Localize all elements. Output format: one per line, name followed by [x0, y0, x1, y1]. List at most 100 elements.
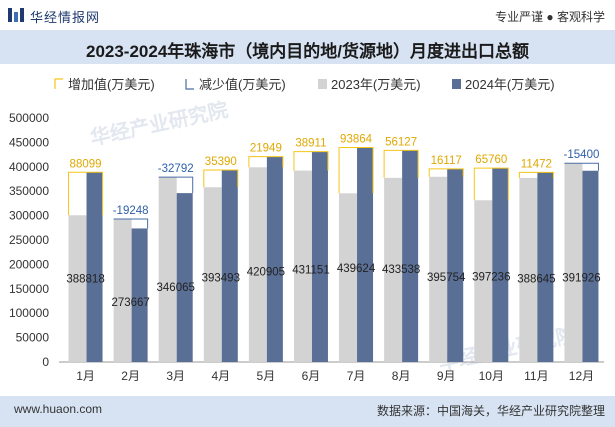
value-label-2024: 397236 [472, 272, 510, 284]
value-label-2024: 433538 [382, 264, 420, 276]
y-tick-label: 300000 [9, 209, 49, 223]
bar-2023 [68, 215, 87, 362]
y-tick-label: 150000 [9, 282, 49, 296]
bar-2023 [474, 200, 493, 362]
bar-2024 [86, 172, 103, 362]
increase-marker [68, 171, 104, 216]
value-label-2024: 388645 [517, 273, 555, 285]
bar-2024 [266, 156, 283, 362]
change-label: 11472 [521, 158, 552, 170]
bar-2024 [176, 193, 193, 362]
legend-label: 2023年(万美元) [331, 77, 421, 92]
y-tick-label: 450000 [9, 135, 49, 149]
bar-2024 [447, 168, 464, 362]
y-tick-label: 200000 [9, 257, 49, 271]
change-label: 21949 [250, 143, 282, 155]
x-tick-label: 6月 [302, 369, 321, 383]
value-label-2024: 391926 [562, 273, 600, 285]
y-tick-label: 100000 [9, 306, 49, 320]
y-tick-label: 400000 [9, 160, 49, 174]
increase-marker [203, 169, 239, 188]
y-tick-label: 250000 [9, 233, 49, 247]
bar-2024 [582, 170, 599, 362]
bar-2023 [339, 193, 358, 362]
change-label: 93864 [340, 133, 373, 145]
legend-label: 减少值(万美元) [199, 77, 286, 92]
value-label-2024: 388818 [66, 273, 104, 285]
decrease-marker [564, 162, 599, 171]
y-tick-label: 0 [42, 355, 49, 369]
y-tick-label: 500000 [9, 111, 49, 125]
value-label-2024: 393493 [202, 272, 240, 284]
change-label: 16117 [431, 155, 462, 167]
title-bar [0, 30, 615, 64]
increase-marker [338, 146, 374, 194]
x-tick-label: 11月 [524, 369, 548, 383]
footer-url[interactable]: www.huaon.com [14, 402, 103, 416]
x-tick-label: 12月 [569, 369, 594, 383]
legend-label: 增加值(万美元) [68, 77, 155, 92]
bar-2023 [293, 170, 312, 362]
footer-bar [0, 396, 615, 427]
legend-label: 2024年(万美元) [465, 77, 555, 92]
increase-marker [518, 171, 554, 178]
change-label: 65760 [475, 154, 507, 166]
x-tick-label: 4月 [211, 369, 230, 383]
value-label-2024: 420905 [247, 267, 285, 279]
increase-marker [383, 149, 419, 178]
change-label: 38911 [295, 138, 326, 150]
bar-2023 [158, 177, 177, 362]
chart-title: 2023-2024年珠海市（境内目的地/货源地）月度进出口总额 [85, 42, 530, 61]
x-tick-label: 3月 [166, 369, 185, 383]
bar-2023 [564, 163, 583, 362]
bar-2024 [311, 151, 328, 362]
bar-2024 [492, 168, 509, 362]
legend-increase-marker [54, 78, 63, 89]
bar-2023 [203, 187, 222, 362]
increase-marker [473, 167, 509, 201]
change-label: -32792 [158, 163, 194, 175]
change-label: -15400 [564, 149, 600, 161]
value-label-2024: 431151 [292, 265, 330, 277]
change-label: 88099 [70, 158, 102, 170]
value-label-2024: 273667 [111, 297, 149, 309]
x-tick-label: 5月 [257, 369, 276, 383]
increase-marker [248, 156, 284, 168]
x-tick-label: 7月 [347, 369, 366, 383]
logo-text: 华经情报网 [30, 10, 101, 25]
huajing-logo-icon [8, 8, 24, 22]
legend-swatch [452, 79, 461, 89]
bar-2024 [131, 228, 148, 362]
bar-2024 [357, 147, 374, 362]
footer-source: 数据来源：中国海关，华经产业研究院整理 [376, 404, 605, 418]
value-label-2024: 395754 [427, 272, 466, 284]
bar-2024 [537, 172, 554, 362]
bar-2023 [113, 219, 132, 362]
x-tick-label: 2月 [121, 369, 140, 383]
increase-marker [428, 168, 464, 177]
bar-2023 [248, 167, 267, 362]
bar-2023 [519, 177, 538, 362]
increase-marker [293, 151, 329, 171]
value-label-2024: 346065 [157, 282, 195, 294]
bar-2024 [221, 169, 238, 362]
x-tick-label: 10月 [479, 369, 504, 383]
legend-swatch [318, 79, 327, 89]
decrease-marker [113, 218, 149, 229]
decrease-marker [158, 176, 194, 194]
y-tick-label: 50000 [16, 331, 50, 345]
y-tick-label: 350000 [9, 184, 49, 198]
bar-2024 [402, 150, 419, 362]
x-tick-label: 8月 [392, 369, 411, 383]
legend-decrease-marker [185, 79, 194, 90]
x-tick-label: 1月 [76, 369, 95, 383]
bar-2023 [429, 176, 448, 362]
change-label: -19248 [113, 205, 149, 217]
x-tick-label: 9月 [437, 369, 456, 383]
change-label: 56127 [385, 136, 417, 148]
top-bar: 华经情报网 专业严谨 ● 客观科学 [0, 0, 615, 30]
slogan: 专业严谨 ● 客观科学 [495, 10, 605, 24]
watermark-text: 华经产业研究院 [88, 97, 230, 150]
change-label: 35390 [205, 156, 237, 168]
chart-canvas: 华经产业研究院华经产业研究院增加值(万美元)减少值(万美元)2023年(万美元)… [9, 77, 604, 383]
